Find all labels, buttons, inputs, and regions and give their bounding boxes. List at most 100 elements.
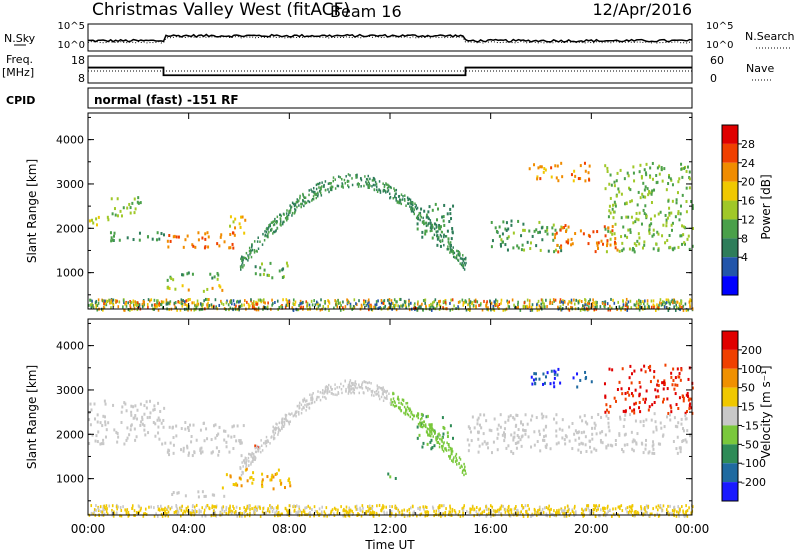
ground-scatter-cell [644, 508, 646, 512]
ground-scatter-cell [383, 505, 385, 509]
scatter-cell [300, 202, 302, 206]
ground-scatter-cell [144, 512, 146, 516]
ground-scatter-cell [640, 301, 642, 305]
ground-scatter-cell [285, 298, 288, 302]
ground-scatter-cell [386, 511, 388, 515]
ground-scatter-cell [571, 509, 574, 513]
scatter-cell [387, 183, 389, 187]
scatter-cell [428, 217, 430, 221]
scatter-cell [429, 229, 432, 233]
scatter-cell [455, 457, 458, 460]
scatter-cell [583, 430, 586, 434]
scatter-cell [427, 433, 430, 437]
scatter-cell [640, 174, 643, 178]
scatter-cell [210, 438, 213, 442]
ground-scatter-cell [498, 303, 501, 307]
scatter-cell [441, 448, 444, 451]
scatter-cell [553, 250, 556, 254]
ytick-label: 3000 [56, 178, 84, 191]
ground-scatter-cell [612, 298, 614, 302]
scatter-cell [293, 204, 296, 208]
scatter-cell [424, 229, 427, 233]
scatter-cell [271, 276, 274, 280]
ground-scatter-cell [408, 299, 410, 303]
scatter-cell [273, 433, 275, 437]
scatter-cell [505, 228, 508, 232]
ground-scatter-cell [442, 300, 445, 304]
scatter-cell [302, 194, 304, 197]
scatter-cell [188, 451, 191, 455]
scatter-cell [565, 435, 568, 439]
scatter-cell [341, 184, 344, 188]
scatter-cell [677, 421, 680, 425]
ground-scatter-cell [489, 504, 492, 508]
scatter-cell [300, 411, 303, 415]
scatter-cell [273, 427, 275, 431]
scatter-cell [217, 432, 220, 436]
ground-scatter-cell [90, 511, 93, 515]
scatter-cell [154, 422, 157, 426]
scatter-cell [191, 454, 194, 458]
ground-scatter-cell [410, 301, 412, 305]
ground-scatter-cell [398, 297, 401, 301]
ground-scatter-cell [449, 301, 451, 305]
scatter-cell [679, 378, 682, 382]
ground-scatter-cell [277, 506, 279, 510]
scatter-cell [250, 453, 253, 457]
ground-scatter-cell [396, 506, 398, 510]
scatter-cell [286, 264, 289, 268]
scatter-cell [315, 183, 318, 187]
ground-scatter-cell [163, 511, 165, 515]
ground-scatter-cell [553, 509, 555, 513]
scatter-cell [515, 413, 518, 417]
ground-scatter-cell [593, 508, 596, 512]
ground-scatter-cell [450, 298, 452, 302]
ground-scatter-cell [104, 507, 107, 511]
ytick-label: 2000 [56, 428, 84, 441]
ground-scatter-cell [215, 305, 217, 309]
ground-scatter-cell [522, 514, 525, 518]
scatter-cell [556, 243, 559, 247]
scatter-cell [282, 425, 285, 428]
ground-scatter-cell [393, 303, 395, 307]
ground-scatter-cell [106, 300, 109, 304]
ground-scatter-cell [365, 512, 367, 516]
ground-scatter-cell [255, 300, 257, 304]
ground-scatter-cell [340, 505, 342, 509]
ground-scatter-cell [659, 503, 662, 507]
scatter-cell [624, 397, 627, 401]
scatter-cell [368, 182, 370, 185]
ground-scatter-cell [353, 298, 356, 302]
ground-scatter-cell [349, 304, 352, 308]
ground-scatter-cell [138, 304, 141, 308]
scatter-cell [241, 259, 243, 263]
ground-scatter-cell [628, 505, 631, 509]
scatter-cell [430, 227, 433, 231]
scatter-cell [629, 364, 632, 368]
ground-scatter-cell [336, 305, 339, 309]
ground-scatter-cell [625, 301, 627, 305]
scatter-cell [411, 203, 413, 207]
scatter-cell [213, 275, 216, 279]
scatter-cell [682, 439, 685, 443]
scatter-cell [521, 434, 524, 438]
scatter-cell [498, 225, 501, 229]
scatter-cell [482, 432, 485, 436]
scatter-cell [234, 226, 237, 230]
scatter-cell [545, 415, 548, 419]
scatter-cell [143, 424, 146, 428]
scatter-cell [250, 249, 252, 253]
scatter-cell [469, 430, 472, 434]
ground-scatter-cell [658, 303, 660, 307]
scatter-cell [561, 436, 564, 440]
scatter-cell [262, 232, 264, 236]
ground-scatter-cell [376, 504, 378, 508]
scatter-cell [463, 257, 466, 261]
ground-scatter-cell [185, 299, 188, 303]
scatter-cell [147, 431, 150, 435]
scatter-cell [417, 214, 420, 217]
scatter-cell [274, 230, 277, 233]
scatter-cell [502, 220, 505, 224]
ground-scatter-cell [368, 504, 371, 508]
ground-scatter-cell [502, 308, 505, 312]
